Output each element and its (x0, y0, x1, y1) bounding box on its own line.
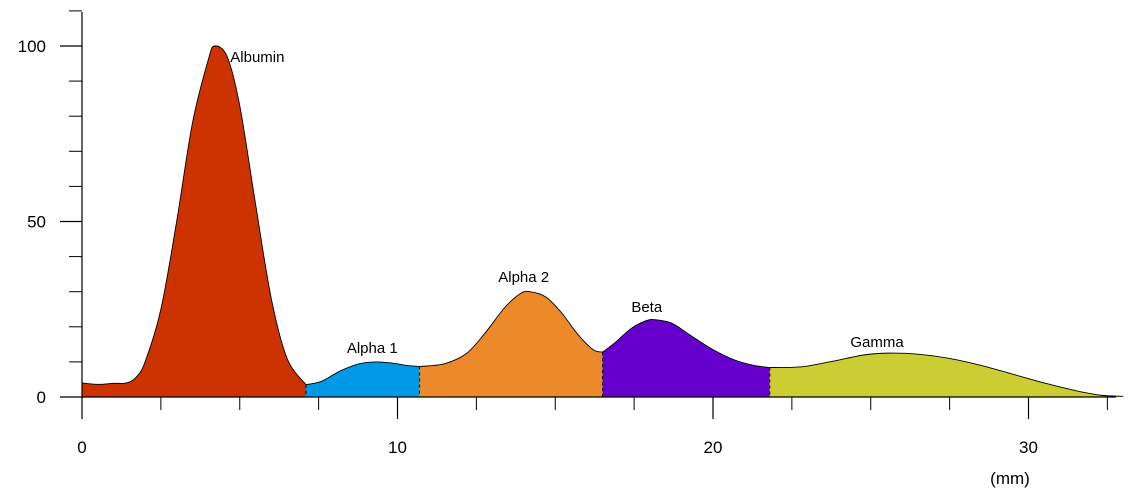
x-tick-label: 10 (388, 438, 407, 457)
axes (81, 12, 1116, 398)
curve-beta (602, 318, 770, 368)
axis-ticks: 0 10 20 30 0 50 100 (18, 10, 1108, 457)
curve-alpha-2 (419, 290, 603, 367)
x-axis-label: (mm) (990, 469, 1030, 488)
peak-label-beta: Beta (631, 299, 663, 316)
y-tick-label: 100 (18, 37, 46, 56)
curve-alpha-1 (305, 361, 420, 386)
area-gamma (769, 353, 1124, 397)
peak-label-gamma: Gamma (850, 334, 904, 351)
x-tick-label: 20 (704, 438, 723, 457)
area-alpha-1 (306, 361, 420, 397)
y-tick-label: 50 (27, 213, 46, 232)
fraction-areas (81, 45, 1124, 397)
curve-gamma (769, 352, 1124, 397)
y-tick-label: 0 (37, 388, 46, 407)
peak-label-alpha-1: Alpha 1 (347, 340, 398, 357)
curve-albumin (81, 45, 307, 385)
area-beta (602, 319, 770, 397)
x-tick-label: 30 (1019, 438, 1038, 457)
area-albumin (82, 45, 306, 397)
peak-label-albumin: Albumin (230, 49, 284, 66)
fraction-dividers (305, 352, 771, 397)
axis-labels: (mm) (990, 469, 1030, 488)
x-tick-label: 0 (77, 438, 86, 457)
area-alpha-2 (419, 291, 603, 397)
peak-label-alpha-2: Alpha 2 (498, 269, 549, 286)
peak-labels: Albumin Alpha 1 Alpha 2 Beta Gamma (230, 49, 904, 357)
